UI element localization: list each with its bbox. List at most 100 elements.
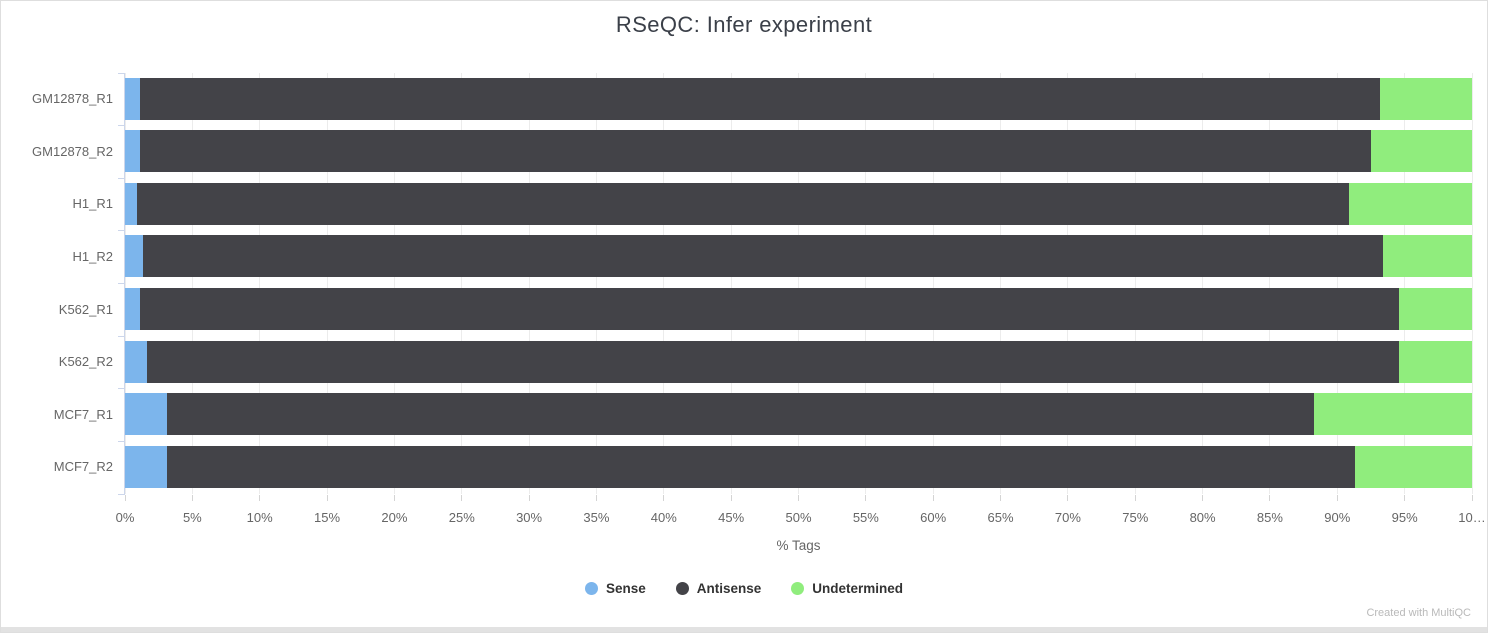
x-tick-label: 90% xyxy=(1324,510,1351,525)
bar-row-H1_R1 xyxy=(125,178,1472,231)
gridline xyxy=(124,73,126,494)
x-tick-label: 75% xyxy=(1122,510,1149,525)
sense-segment[interactable] xyxy=(125,182,138,225)
x-tick-label: 70% xyxy=(1054,510,1081,525)
x-tick-label: 0% xyxy=(115,510,135,525)
x-tick-label: 65% xyxy=(987,510,1014,525)
x-tick xyxy=(663,495,665,501)
antisense-segment[interactable] xyxy=(139,288,1400,330)
undetermined-segment[interactable] xyxy=(1383,235,1472,278)
x-tick xyxy=(1336,495,1338,501)
antisense-segment[interactable] xyxy=(166,445,1355,488)
legend-item-antisense[interactable]: Antisense xyxy=(675,581,762,596)
legend-marker-icon xyxy=(584,582,598,595)
gridline xyxy=(1202,73,1204,494)
x-tick xyxy=(1134,495,1136,501)
legend: Sense Antisense Undetermined xyxy=(1,581,1487,596)
antisense-segment[interactable] xyxy=(146,340,1400,383)
sense-segment[interactable] xyxy=(125,393,167,436)
gridline xyxy=(595,73,597,494)
x-tick xyxy=(191,495,193,501)
gridline xyxy=(1000,73,1002,494)
plot-area xyxy=(124,73,1473,494)
category-label: MCF7_R1 xyxy=(53,406,113,422)
sense-segment[interactable] xyxy=(125,130,140,173)
category-label: MCF7_R2 xyxy=(53,459,113,475)
undetermined-segment[interactable] xyxy=(1380,77,1472,120)
antisense-segment[interactable] xyxy=(139,77,1381,120)
sense-segment[interactable] xyxy=(125,288,140,330)
category-tick xyxy=(118,72,125,74)
x-tick xyxy=(1404,495,1406,501)
category-tick xyxy=(118,335,125,337)
x-tick-label: 10… xyxy=(1458,510,1486,525)
chart-title: RSeQC: Infer experiment xyxy=(615,12,873,37)
gridline xyxy=(1471,73,1473,494)
sense-segment[interactable] xyxy=(125,77,140,120)
sense-segment[interactable] xyxy=(125,340,147,383)
legend-label: Undetermined xyxy=(812,581,904,596)
x-tick-label: 50% xyxy=(785,510,812,525)
bar-H1_R1 xyxy=(125,182,1472,225)
gridline xyxy=(1134,73,1136,494)
bar-MCF7_R1 xyxy=(125,393,1472,436)
gridline xyxy=(259,73,261,494)
category-tick xyxy=(118,125,125,127)
x-axis: 0% 5% 10% 15% 20% 25% 30% 35% 40% 45% 50% 55% 60% 65%… xyxy=(116,494,1486,536)
undetermined-segment[interactable] xyxy=(1399,340,1472,383)
category-label: H1_R2 xyxy=(72,248,113,264)
undetermined-segment[interactable] xyxy=(1354,445,1472,488)
x-tick xyxy=(595,495,597,501)
undetermined-segment[interactable] xyxy=(1314,393,1472,436)
x-tick-label: 40% xyxy=(650,510,677,525)
legend-label: Antisense xyxy=(696,581,762,596)
antisense-segment[interactable] xyxy=(137,182,1350,225)
gridline xyxy=(798,73,799,494)
legend-item-undetermined[interactable]: Undetermined xyxy=(791,581,903,596)
x-tick-label: 25% xyxy=(448,510,475,525)
bar-K562_R2 xyxy=(125,340,1472,383)
bar-row-H1_R2 xyxy=(125,231,1472,284)
x-tick-label: 60% xyxy=(920,510,947,525)
bar-row-GM12878_R1 xyxy=(125,73,1472,126)
category-label: K562_R1 xyxy=(58,301,113,317)
x-tick-label: 45% xyxy=(718,510,745,525)
category-label: H1_R1 xyxy=(72,196,113,212)
x-tick-label: 5% xyxy=(182,510,202,525)
sense-segment[interactable] xyxy=(125,235,143,278)
gridline xyxy=(461,73,463,494)
sense-segment[interactable] xyxy=(125,445,167,488)
legend-label: Sense xyxy=(605,581,646,596)
bar-row-K562_R1 xyxy=(125,284,1472,337)
antisense-segment[interactable] xyxy=(166,393,1315,436)
antisense-segment[interactable] xyxy=(139,130,1371,173)
bottom-strip xyxy=(1,627,1487,632)
x-tick-label: 55% xyxy=(852,510,879,525)
x-tick xyxy=(326,495,328,501)
legend-marker-icon xyxy=(675,582,689,595)
category-tick xyxy=(118,388,125,390)
x-tick xyxy=(1202,495,1204,501)
bar-K562_R1 xyxy=(125,288,1472,330)
x-axis-title: % Tags xyxy=(776,538,821,553)
bar-H1_R2 xyxy=(125,235,1472,278)
category-label: GM12878_R1 xyxy=(32,91,113,106)
category-tick xyxy=(118,493,125,495)
category-label: K562_R2 xyxy=(58,354,113,370)
x-tick-label: 15% xyxy=(314,510,341,525)
bar-row-MCF7_R2 xyxy=(125,441,1472,494)
x-tick xyxy=(461,495,463,501)
undetermined-segment[interactable] xyxy=(1349,182,1472,225)
bar-GM12878_R2 xyxy=(125,130,1472,173)
credit-text: Created with MultiQC xyxy=(1366,607,1471,619)
undetermined-segment[interactable] xyxy=(1370,130,1472,173)
undetermined-segment[interactable] xyxy=(1399,288,1472,330)
gridline xyxy=(932,73,934,494)
gridline xyxy=(393,73,395,494)
gridline xyxy=(1336,73,1338,494)
legend-item-sense[interactable]: Sense xyxy=(584,581,646,596)
antisense-segment[interactable] xyxy=(142,235,1384,278)
x-tick xyxy=(393,495,395,501)
x-tick xyxy=(798,495,799,501)
